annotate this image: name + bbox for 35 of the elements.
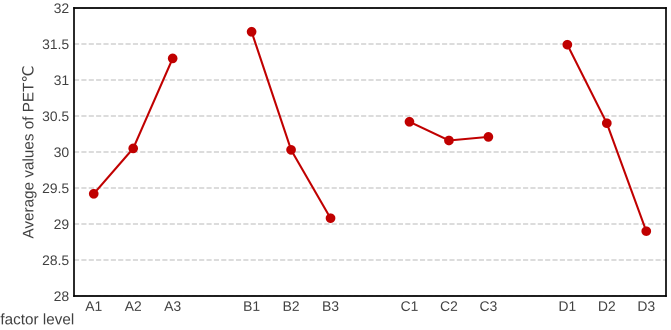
x-tick-label: B2 [284,301,299,311]
x-tick-label: D1 [560,301,576,311]
y-tick-label: 28 [54,291,69,302]
x-tick-label: B1 [244,301,260,311]
y-tick-label: 31.5 [42,39,69,50]
point [484,132,494,142]
y-tick-label: 30.5 [42,111,69,122]
point [246,26,256,37]
point [286,144,296,155]
x-axis-title: factor level [0,313,74,324]
x-tick-label: C3 [480,301,497,312]
x-tick-label: A1 [85,301,102,311]
y-tick-label: 31 [54,75,68,86]
x-tick-label: B3 [323,301,338,312]
point [326,213,336,224]
y-axis-title: Average values of PET℃ [22,66,37,239]
point [602,118,612,128]
point [404,116,414,127]
y-tick-label: 29.5 [42,183,69,194]
point [88,188,99,199]
point [641,226,652,236]
point [444,136,454,146]
point [128,144,138,154]
x-tick-label: C1 [401,301,418,312]
point [168,54,178,64]
x-tick-label: C2 [440,301,458,312]
x-tick-label: D2 [599,301,615,311]
y-tick-label: 30 [54,147,69,158]
point [562,40,572,50]
x-tick-label: A2 [124,301,141,311]
y-tick-label: 29 [54,219,68,230]
y-tick-label: 28.5 [42,255,69,266]
x-tick-label: A3 [164,301,181,312]
y-tick-label: 32 [54,3,68,14]
x-tick-label: D3 [638,301,655,312]
